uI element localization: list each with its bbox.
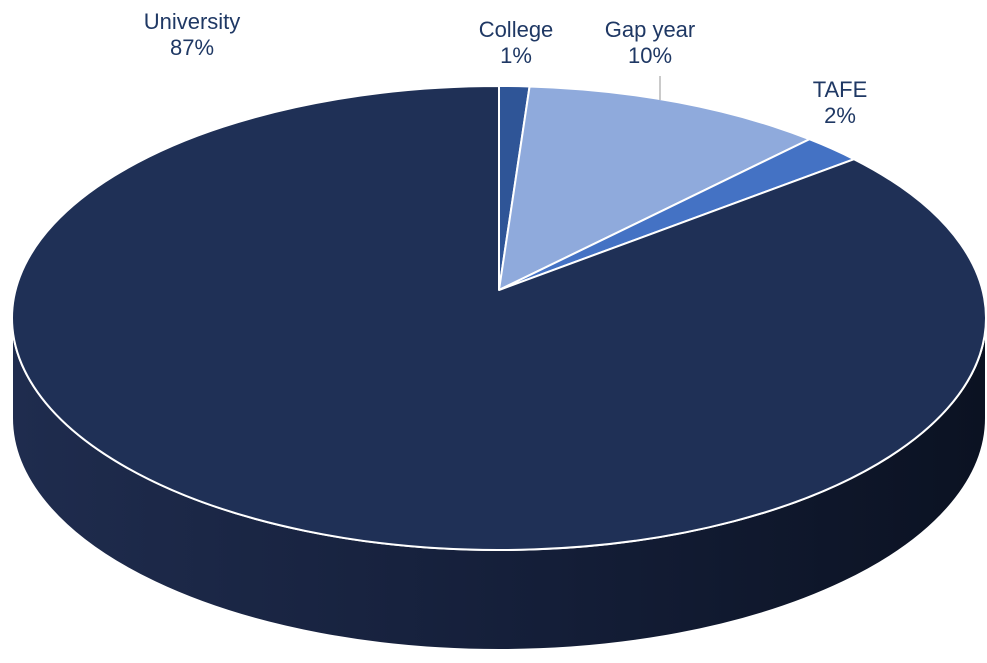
- slice-percent: 2%: [824, 103, 856, 128]
- slice-name: TAFE: [813, 77, 868, 102]
- slice-percent: 1%: [500, 43, 532, 68]
- slice-percent: 87%: [170, 35, 214, 60]
- slice-name: College: [479, 17, 554, 42]
- data-label-university: University 87%: [144, 9, 241, 60]
- slice-percent: 10%: [628, 43, 672, 68]
- pie-slice-gap-year: [498, 85, 811, 291]
- pie-slice-university: [11, 85, 987, 551]
- data-label-tafe: TAFE 2%: [813, 77, 868, 128]
- data-label-gap-year: Gap year 10%: [605, 17, 696, 68]
- slice-name: University: [144, 9, 241, 34]
- slice-name: Gap year: [605, 17, 696, 42]
- data-label-college: College 1%: [479, 17, 554, 68]
